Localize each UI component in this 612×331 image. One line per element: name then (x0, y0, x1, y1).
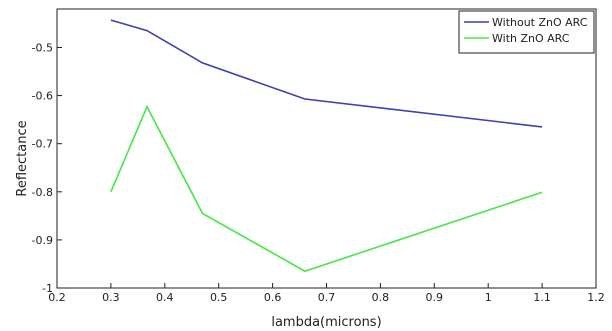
y-axis-label: Reflectance (15, 120, 30, 196)
x-tick-label: 0.4 (156, 291, 174, 304)
y-tick-label: -0.8 (32, 186, 53, 199)
x-tick-label: 0.9 (426, 291, 444, 304)
x-tick-label: 0.6 (264, 291, 282, 304)
x-tick-label: 1.2 (587, 291, 605, 304)
x-tick-label: 0.5 (210, 291, 228, 304)
series-line-2 (110, 104, 543, 273)
y-tick-label: -0.5 (32, 41, 53, 54)
series-line-1 (110, 19, 543, 128)
y-tick-label: -1 (42, 282, 53, 295)
legend: Without ZnO ARC With ZnO ARC (458, 10, 595, 54)
plot-area (56, 8, 597, 289)
x-tick-label: 0.8 (372, 291, 390, 304)
x-axis-ticks: 0.2 0.3 0.4 0.5 0.6 0.7 0.8 0.9 1 1.1 1.2 (48, 283, 605, 304)
y-axis-ticks: -1 -0.9 -0.8 -0.7 -0.6 -0.5 (32, 41, 62, 295)
legend-label: Without ZnO ARC (492, 16, 588, 29)
x-tick-label: 0.2 (48, 291, 66, 304)
legend-box (458, 10, 595, 54)
y-tick-label: -0.9 (32, 234, 53, 247)
y-tick-label: -0.7 (32, 138, 53, 151)
x-tick-label: 0.7 (318, 291, 336, 304)
x-tick-label: 0.3 (102, 291, 120, 304)
legend-label: With ZnO ARC (492, 32, 570, 45)
plot-frame (56, 8, 597, 289)
x-tick-label: 1 (485, 291, 492, 304)
x-axis-label: lambda(microns) (271, 315, 381, 330)
series-layer (110, 19, 543, 273)
x-tick-label: 1.1 (533, 291, 551, 304)
y-tick-label: -0.6 (32, 90, 53, 103)
